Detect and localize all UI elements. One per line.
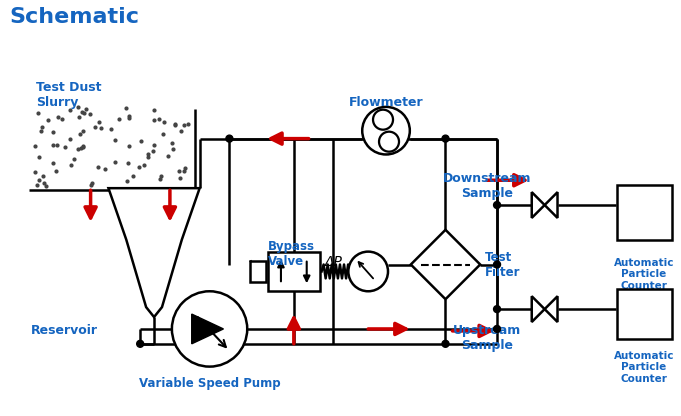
Circle shape: [442, 135, 449, 142]
Bar: [268, 252, 319, 291]
Circle shape: [349, 252, 388, 291]
Circle shape: [494, 261, 501, 268]
Circle shape: [494, 202, 501, 208]
Circle shape: [494, 325, 501, 332]
Circle shape: [137, 340, 144, 347]
Polygon shape: [545, 192, 558, 218]
Polygon shape: [411, 230, 480, 299]
Text: Schematic: Schematic: [10, 7, 140, 27]
Text: Variable Speed Pump: Variable Speed Pump: [139, 376, 281, 389]
Bar: [617, 185, 671, 240]
Text: Flowmeter: Flowmeter: [349, 96, 424, 109]
Bar: [617, 289, 671, 339]
Text: Reservoir: Reservoir: [31, 324, 98, 337]
Text: Downstream
Sample: Downstream Sample: [443, 172, 531, 201]
Circle shape: [226, 135, 233, 142]
Polygon shape: [192, 314, 223, 344]
Text: ΔP: ΔP: [325, 255, 343, 269]
Circle shape: [172, 291, 247, 366]
Text: Automatic
Particle
Counter: Automatic Particle Counter: [614, 258, 674, 291]
Circle shape: [442, 340, 449, 347]
Text: Test
Filter: Test Filter: [485, 250, 521, 278]
Text: Test Dust
Slurry: Test Dust Slurry: [36, 81, 101, 109]
Circle shape: [494, 306, 501, 312]
Circle shape: [362, 107, 410, 154]
Text: Automatic
Particle
Counter: Automatic Particle Counter: [614, 351, 674, 384]
Text: Upstream
Sample: Upstream Sample: [453, 324, 521, 352]
Text: Bypass
Valve: Bypass Valve: [268, 240, 315, 268]
Polygon shape: [545, 296, 558, 322]
Polygon shape: [532, 192, 545, 218]
Bar: [250, 260, 266, 282]
Polygon shape: [108, 188, 200, 317]
Polygon shape: [532, 296, 545, 322]
